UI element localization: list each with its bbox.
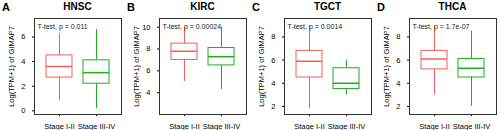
svg-text:Stage I-II: Stage I-II <box>419 122 449 130</box>
svg-text:8: 8 <box>396 32 400 41</box>
svg-text:8: 8 <box>271 32 275 41</box>
svg-text:6: 6 <box>271 56 275 65</box>
html-text:HNSC: HNSC <box>63 1 92 12</box>
svg-text:6: 6 <box>146 66 150 75</box>
svg-text:4: 4 <box>21 57 25 66</box>
svg-text:4: 4 <box>146 88 150 97</box>
html-text:TGCT: TGCT <box>313 1 342 12</box>
svg-text:Stage I-II: Stage I-II <box>44 122 74 130</box>
svg-text:6: 6 <box>396 56 400 65</box>
svg-text:2: 2 <box>396 102 400 111</box>
svg-text:Stage I-II: Stage I-II <box>169 122 199 130</box>
svg-text:Stage I-II: Stage I-II <box>294 122 324 130</box>
svg-text:Stage III-IV: Stage III-IV <box>78 122 116 130</box>
svg-text:8: 8 <box>146 44 150 53</box>
svg-text:Stage III-IV: Stage III-IV <box>203 122 241 130</box>
svg-text:Stage III-IV: Stage III-IV <box>328 122 366 130</box>
svg-text:T-test, p = 0.0014: T-test, p = 0.0014 <box>288 23 343 31</box>
svg-text:10: 10 <box>142 23 150 32</box>
html-text:B: B <box>127 1 135 13</box>
svg-text:Log(TPM+1) of GIMAP7: Log(TPM+1) of GIMAP7 <box>7 26 16 107</box>
svg-text:T-test, p = 0.00024: T-test, p = 0.00024 <box>163 23 222 31</box>
html-text:D: D <box>377 1 385 13</box>
svg-text:2: 2 <box>21 82 25 91</box>
svg-text:Stage III-IV: Stage III-IV <box>453 122 491 130</box>
svg-text:2: 2 <box>271 102 275 111</box>
svg-text:4: 4 <box>396 79 400 88</box>
html-text:THCA: THCA <box>438 1 467 12</box>
svg-text:T-test, p = 1.7e-07: T-test, p = 1.7e-07 <box>413 23 470 31</box>
svg-text:4: 4 <box>271 79 275 88</box>
html-text:A: A <box>2 1 10 13</box>
svg-text:Log(TPM+1) of GIMAP7: Log(TPM+1) of GIMAP7 <box>257 26 266 107</box>
html-text:C: C <box>252 1 260 13</box>
svg-text:0: 0 <box>21 106 25 115</box>
svg-text:T-test, p = 0.011: T-test, p = 0.011 <box>38 23 88 31</box>
svg-text:Log(TPM+1) of GIMAP7: Log(TPM+1) of GIMAP7 <box>132 26 141 107</box>
html-text:KIRC: KIRC <box>190 1 215 12</box>
svg-text:6: 6 <box>21 32 25 41</box>
svg-text:Log(TPM+1) of GIMAP7: Log(TPM+1) of GIMAP7 <box>382 26 391 107</box>
